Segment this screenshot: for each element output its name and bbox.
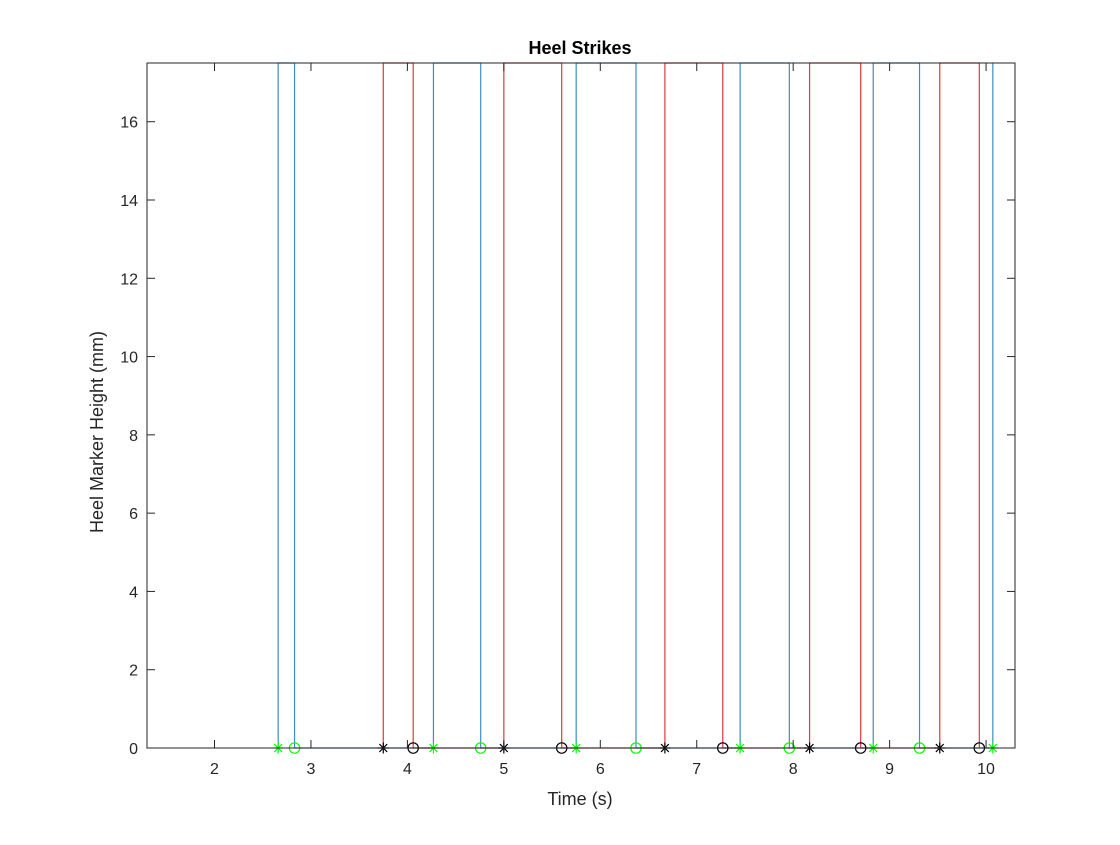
x-tick-label: 10	[977, 761, 995, 778]
axes: 2 3 4 5 6 7 8 9 10 0 2 4 6 8 10 12 14 16	[120, 62, 1016, 778]
x-tick-label: 8	[789, 761, 798, 778]
x-axis-label: Time (s)	[547, 789, 612, 809]
axes-box	[146, 62, 1016, 749]
y-tick-label: 6	[129, 506, 138, 523]
x-tick-label: 3	[307, 761, 316, 778]
chart-title: Heel Strikes	[528, 38, 631, 58]
x-tick-label: 5	[499, 761, 508, 778]
y-tick-label: 16	[120, 115, 138, 132]
x-tick-label: 9	[885, 761, 894, 778]
x-tick-label: 6	[596, 761, 605, 778]
x-tick-label: 2	[210, 761, 219, 778]
series-line-2	[382, 62, 980, 749]
y-tick-label: 10	[120, 350, 138, 367]
y-tick-label: 4	[129, 584, 138, 601]
series-line-1	[277, 62, 994, 749]
y-axis-label: Heel Marker Height (mm)	[87, 331, 107, 533]
y-tick-label: 14	[120, 193, 138, 210]
y-tick-label: 8	[129, 428, 138, 445]
x-tick-label: 7	[692, 761, 701, 778]
plot-area	[277, 62, 994, 749]
x-tick-label: 4	[403, 761, 412, 778]
y-tick-label: 12	[120, 271, 138, 288]
y-tick-label: 0	[129, 741, 138, 758]
y-tick-label: 2	[129, 663, 138, 680]
